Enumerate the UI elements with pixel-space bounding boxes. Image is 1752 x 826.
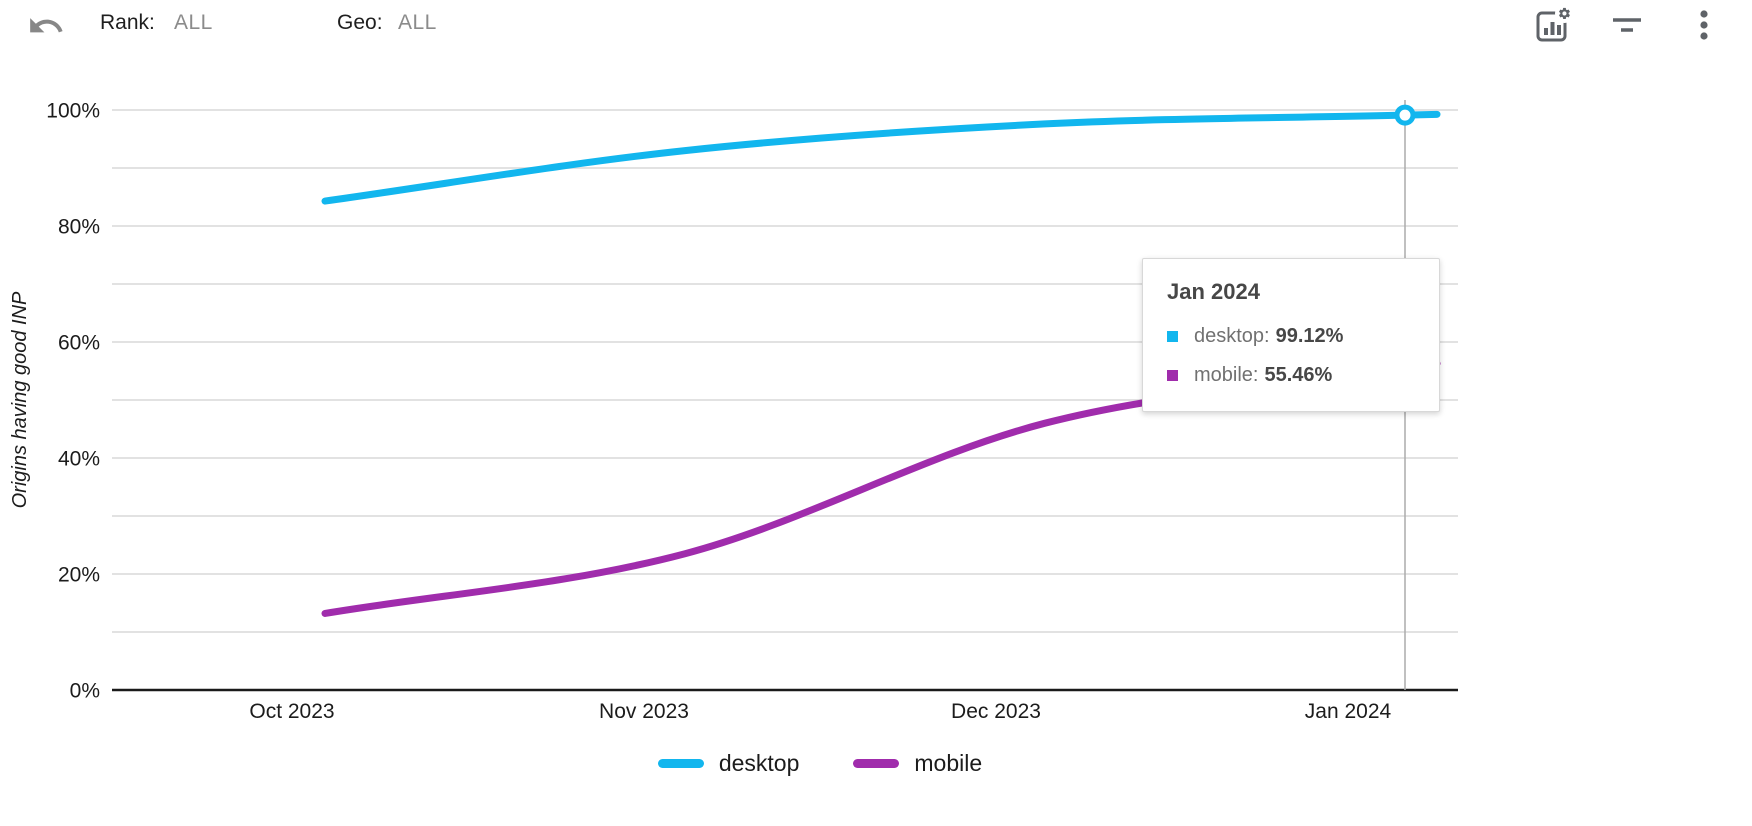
y-axis-tick-labels: 0% 20% 40% 60% 80% 100% — [46, 100, 100, 703]
x-tick-label-Jan-2024: Jan 2024 — [1305, 700, 1392, 723]
geo-label: Geo: — [337, 11, 383, 34]
chart-settings-button[interactable] — [1530, 4, 1574, 48]
tooltip-mobile-label: mobile: — [1194, 364, 1259, 386]
toolbar: Rank: ALL Geo: ALL — [0, 0, 1752, 56]
y-tick-label-20%: 20% — [58, 564, 100, 587]
x-axis-tick-labels: Oct 2023 Nov 2023 Dec 2023 Jan 2024 — [249, 700, 1391, 723]
x-tick-label-Nov-2023: Nov 2023 — [599, 700, 689, 723]
chart-tooltip: Jan 2024 desktop: 99.12% mobile: 55.46% — [1142, 258, 1440, 412]
filter-button[interactable] — [1605, 4, 1649, 48]
tooltip-mobile-value: 55.46% — [1264, 364, 1333, 386]
legend-item-desktop[interactable]: desktop — [657, 750, 800, 777]
desktop-line — [321, 110, 1441, 205]
tooltip-row-mobile: mobile: 55.46% — [1167, 364, 1417, 387]
more-vert-icon — [1683, 10, 1725, 49]
geo-value-dropdown[interactable]: ALL — [398, 11, 437, 34]
undo-arrow-icon — [27, 18, 65, 48]
undo-button[interactable] — [24, 4, 68, 48]
filter-icon — [1606, 18, 1648, 49]
desktop-selected-dot — [1394, 104, 1416, 126]
y-tick-label-40%: 40% — [58, 448, 100, 471]
rank-label: Rank: — [100, 11, 155, 34]
chart-legend: desktop mobile — [0, 750, 1640, 777]
legend-item-mobile[interactable]: mobile — [853, 750, 982, 777]
mobile-legend-swatch — [853, 759, 900, 768]
desktop-color-swatch — [1167, 331, 1178, 342]
mobile-legend-label: mobile — [914, 750, 983, 776]
chart-settings-icon — [1531, 4, 1574, 49]
y-tick-label-80%: 80% — [58, 216, 100, 239]
y-tick-label-100%: 100% — [46, 100, 100, 123]
tooltip-title: Jan 2024 — [1167, 279, 1260, 304]
y-axis-title: Origins having good INP — [9, 291, 31, 508]
tooltip-desktop-value: 99.12% — [1275, 325, 1344, 347]
desktop-legend-swatch — [657, 759, 704, 768]
rank-value-dropdown[interactable]: ALL — [174, 11, 213, 34]
x-tick-label-Dec-2023: Dec 2023 — [951, 700, 1041, 723]
mobile-color-swatch — [1167, 370, 1178, 381]
tooltip-desktop-label: desktop: — [1194, 325, 1270, 347]
tooltip-row-desktop: desktop: 99.12% — [1167, 325, 1417, 348]
y-tick-label-60%: 60% — [58, 332, 100, 355]
x-tick-label-Oct-2023: Oct 2023 — [249, 700, 334, 723]
more-options-button[interactable] — [1682, 4, 1726, 48]
desktop-legend-label: desktop — [718, 750, 800, 776]
y-tick-label-0%: 0% — [70, 680, 100, 703]
